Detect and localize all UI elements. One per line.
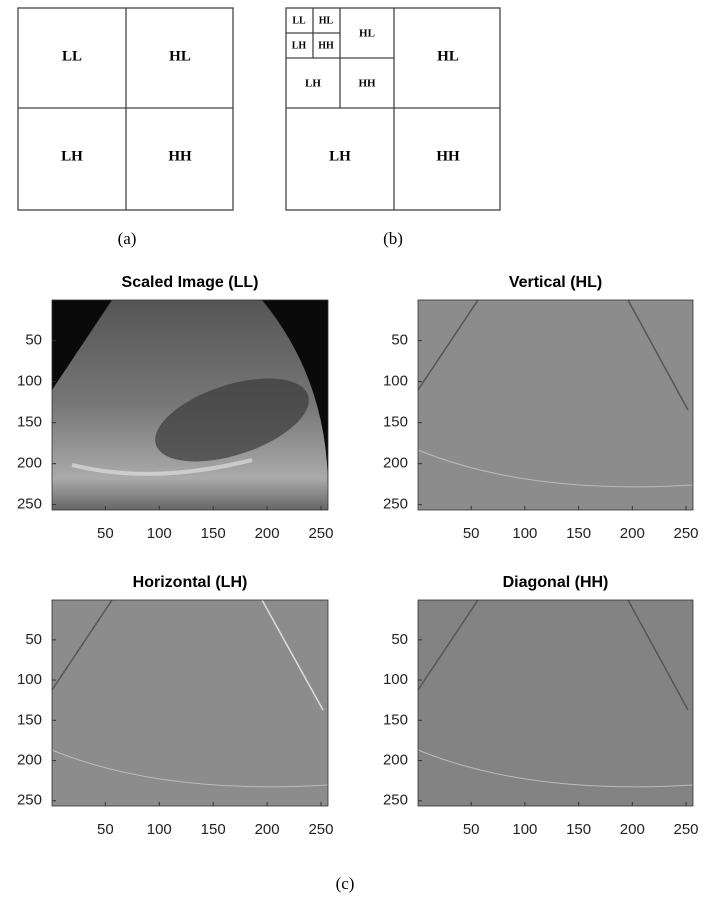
caption: (b) bbox=[383, 229, 403, 248]
panel-title: Vertical (HL) bbox=[509, 274, 602, 291]
panel-title: Scaled Image (LL) bbox=[122, 274, 259, 291]
panel: Diagonal (HH) 50 100 150 200 250 50 100 150 200 25… bbox=[383, 574, 699, 838]
x-tick-label: 250 bbox=[674, 525, 699, 542]
band-label: LH bbox=[61, 148, 83, 164]
y-tick-label: 150 bbox=[17, 414, 42, 431]
band-label: HH bbox=[318, 40, 334, 51]
panel: Vertical (HL) 50 100 150 200 250 50 100 150 200 25… bbox=[383, 274, 699, 542]
panel: Horizontal (LH) 50 100 150 200 250 50 100 150 200… bbox=[17, 574, 334, 838]
x-tick-label: 250 bbox=[308, 821, 333, 838]
y-tick-label: 250 bbox=[17, 792, 42, 809]
band-label: HL bbox=[169, 48, 191, 64]
y-tick-label: 250 bbox=[383, 792, 408, 809]
y-tick-label: 150 bbox=[383, 414, 408, 431]
band-label: HL bbox=[319, 15, 334, 26]
y-tick-label: 250 bbox=[383, 496, 408, 513]
x-tick-label: 150 bbox=[566, 525, 591, 542]
y-tick-label: 50 bbox=[391, 332, 408, 349]
panel: Scaled Image (LL) 50 100 150 200 250 50 100 150 2… bbox=[17, 274, 334, 542]
image bbox=[418, 300, 693, 510]
band-label: LH bbox=[292, 40, 307, 51]
x-tick-label: 200 bbox=[620, 525, 645, 542]
caption: (a) bbox=[118, 229, 137, 248]
band-label: HL bbox=[437, 48, 459, 64]
x-tick-label: 50 bbox=[463, 821, 480, 838]
y-tick-label: 150 bbox=[17, 711, 42, 728]
y-tick-label: 50 bbox=[25, 332, 42, 349]
diagram-b: LL HL LH HH HL LH HH HL LH HH (b) bbox=[286, 8, 500, 248]
image bbox=[52, 600, 328, 806]
band-label: LH bbox=[305, 78, 321, 90]
band-label: LL bbox=[62, 48, 82, 64]
x-tick-label: 250 bbox=[674, 821, 699, 838]
x-tick-label: 150 bbox=[201, 525, 226, 542]
x-tick-label: 50 bbox=[97, 525, 114, 542]
y-tick-label: 200 bbox=[383, 752, 408, 769]
band-label: HH bbox=[436, 148, 460, 164]
y-tick-label: 200 bbox=[17, 752, 42, 769]
y-tick-label: 50 bbox=[391, 631, 408, 648]
x-tick-label: 100 bbox=[147, 525, 172, 542]
y-tick-label: 200 bbox=[17, 455, 42, 472]
band-label: HH bbox=[168, 148, 192, 164]
y-tick-label: 250 bbox=[17, 496, 42, 513]
y-tick-label: 50 bbox=[25, 631, 42, 648]
frame bbox=[286, 8, 500, 210]
image bbox=[418, 600, 693, 806]
panel-title: Horizontal (LH) bbox=[133, 574, 248, 591]
band-label: HH bbox=[358, 78, 376, 90]
figure: LL HL LH HH (a) LL HL LH HH HL LH HH HL … bbox=[0, 0, 704, 905]
x-tick-label: 100 bbox=[147, 821, 172, 838]
band-label: LL bbox=[292, 15, 306, 26]
diagram-a: LL HL LH HH (a) bbox=[18, 8, 233, 248]
x-tick-label: 100 bbox=[512, 821, 537, 838]
y-tick-label: 100 bbox=[17, 373, 42, 390]
y-tick-label: 150 bbox=[383, 711, 408, 728]
x-tick-label: 50 bbox=[97, 821, 114, 838]
x-tick-label: 50 bbox=[463, 525, 480, 542]
x-tick-label: 200 bbox=[255, 821, 280, 838]
x-tick-label: 100 bbox=[512, 525, 537, 542]
y-tick-label: 100 bbox=[383, 373, 408, 390]
x-tick-label: 200 bbox=[620, 821, 645, 838]
y-tick-label: 200 bbox=[383, 455, 408, 472]
band-label: HL bbox=[359, 28, 375, 40]
x-tick-label: 150 bbox=[201, 821, 226, 838]
x-tick-label: 150 bbox=[566, 821, 591, 838]
caption: (c) bbox=[336, 874, 355, 893]
y-tick-label: 100 bbox=[383, 671, 408, 688]
x-tick-label: 250 bbox=[308, 525, 333, 542]
y-tick-label: 100 bbox=[17, 671, 42, 688]
panel-title: Diagonal (HH) bbox=[503, 574, 609, 591]
band-label: LH bbox=[329, 148, 351, 164]
x-tick-label: 200 bbox=[255, 525, 280, 542]
